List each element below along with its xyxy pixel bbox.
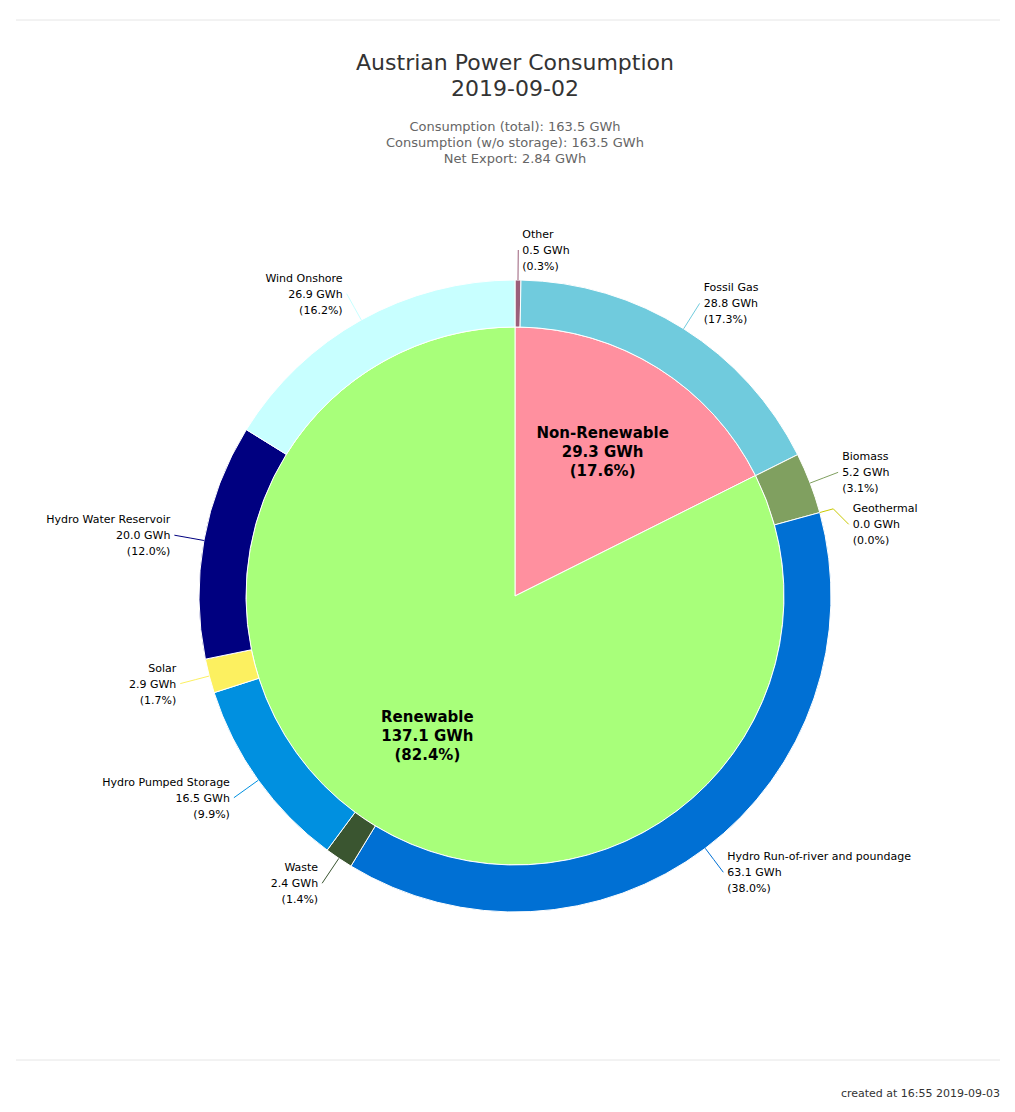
svg-text:29.3 GWh: 29.3 GWh bbox=[562, 443, 644, 461]
svg-text:Hydro Water Reservoir: Hydro Water Reservoir bbox=[46, 513, 171, 526]
svg-text:Geothermal: Geothermal bbox=[853, 502, 918, 515]
svg-text:28.8 GWh: 28.8 GWh bbox=[704, 297, 758, 310]
svg-text:(17.3%): (17.3%) bbox=[704, 313, 748, 326]
svg-text:Net Export: 2.84 GWh: Net Export: 2.84 GWh bbox=[444, 151, 586, 166]
svg-text:Consumption (w/o storage): 163: Consumption (w/o storage): 163.5 GWh bbox=[386, 135, 644, 150]
svg-text:5.2 GWh: 5.2 GWh bbox=[842, 466, 889, 479]
svg-text:(0.3%): (0.3%) bbox=[522, 260, 559, 273]
svg-text:(1.4%): (1.4%) bbox=[282, 893, 319, 906]
svg-text:Renewable: Renewable bbox=[381, 708, 474, 726]
svg-text:2.4 GWh: 2.4 GWh bbox=[271, 877, 318, 890]
svg-text:137.1 GWh: 137.1 GWh bbox=[381, 727, 473, 745]
svg-text:Consumption (total): 163.5 GWh: Consumption (total): 163.5 GWh bbox=[409, 119, 620, 134]
svg-text:2.9 GWh: 2.9 GWh bbox=[129, 678, 176, 691]
svg-text:(1.7%): (1.7%) bbox=[140, 694, 177, 707]
svg-text:Waste: Waste bbox=[284, 861, 318, 874]
svg-text:created at 16:55 2019-09-03: created at 16:55 2019-09-03 bbox=[841, 1087, 1000, 1100]
svg-text:(12.0%): (12.0%) bbox=[127, 545, 171, 558]
svg-text:20.0 GWh: 20.0 GWh bbox=[116, 529, 170, 542]
svg-text:(3.1%): (3.1%) bbox=[842, 482, 879, 495]
svg-text:(17.6%): (17.6%) bbox=[570, 462, 636, 480]
svg-text:(38.0%): (38.0%) bbox=[727, 882, 771, 895]
svg-text:16.5 GWh: 16.5 GWh bbox=[176, 792, 230, 805]
svg-text:Austrian Power Consumption: Austrian Power Consumption bbox=[356, 50, 674, 75]
svg-text:Other: Other bbox=[522, 228, 554, 241]
svg-text:Solar: Solar bbox=[148, 662, 177, 675]
svg-text:63.1 GWh: 63.1 GWh bbox=[727, 866, 781, 879]
svg-text:26.9 GWh: 26.9 GWh bbox=[288, 288, 342, 301]
svg-text:(9.9%): (9.9%) bbox=[193, 808, 230, 821]
svg-text:Wind Onshore: Wind Onshore bbox=[265, 272, 342, 285]
svg-text:Hydro Run-of-river and poundag: Hydro Run-of-river and poundage bbox=[727, 850, 911, 863]
svg-text:0.0 GWh: 0.0 GWh bbox=[853, 518, 900, 531]
svg-text:Biomass: Biomass bbox=[842, 450, 889, 463]
svg-text:(82.4%): (82.4%) bbox=[394, 746, 460, 764]
svg-text:(0.0%): (0.0%) bbox=[853, 534, 890, 547]
svg-text:Non-Renewable: Non-Renewable bbox=[536, 424, 668, 442]
svg-text:Hydro Pumped Storage: Hydro Pumped Storage bbox=[102, 776, 230, 789]
svg-text:0.5 GWh: 0.5 GWh bbox=[522, 244, 569, 257]
svg-text:2019-09-02: 2019-09-02 bbox=[451, 76, 579, 101]
svg-text:Fossil Gas: Fossil Gas bbox=[704, 281, 759, 294]
svg-text:(16.2%): (16.2%) bbox=[299, 304, 343, 317]
